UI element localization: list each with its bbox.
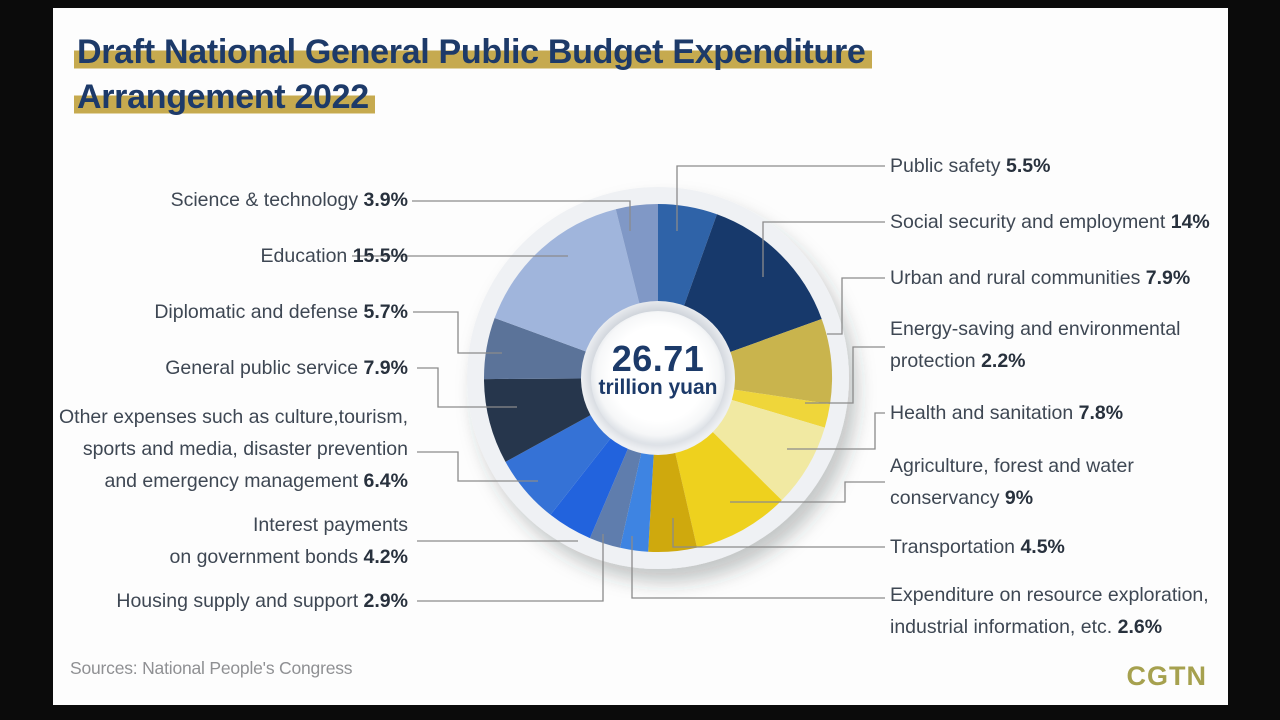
label-public-safety: Public safety 5.5% — [890, 155, 1051, 177]
label-interest-payments: Interest payments on government bonds 4.… — [169, 514, 408, 568]
label-transportation: Transportation 4.5% — [890, 536, 1065, 558]
label-housing: Housing supply and support 2.9% — [116, 590, 408, 612]
cgtn-logo: CGTN — [1126, 661, 1207, 691]
title-line-2: Arrangement 2022 — [74, 78, 375, 116]
title-row-1: Draft National General Public Budget Exp… — [74, 30, 872, 75]
donut-center-label: 26.71 trillion yuan — [568, 340, 748, 400]
donut-hole — [591, 311, 725, 445]
source-note: Sources: National People's Congress — [70, 658, 353, 678]
label-other-expenses: Other expenses such as culture,tourism, … — [59, 406, 408, 492]
label-energy-saving: Energy-saving and environmental protecti… — [890, 318, 1181, 372]
label-general-public-service: General public service 7.9% — [165, 357, 408, 379]
label-social-security: Social security and employment 14% — [890, 211, 1210, 233]
label-education: Education 15.5% — [260, 245, 408, 267]
title-line-1: Draft National General Public Budget Exp… — [74, 33, 872, 71]
label-urban-rural: Urban and rural communities 7.9% — [890, 267, 1191, 289]
label-resource-exploration: Expenditure on resource exploration, ind… — [890, 584, 1209, 638]
donut-chart — [467, 187, 849, 569]
title-row-2: Arrangement 2022 — [74, 75, 872, 120]
total-unit: trillion yuan — [598, 376, 718, 399]
total-value: 26.71 — [611, 338, 705, 379]
label-agriculture: Agriculture, forest and water conservanc… — [890, 455, 1134, 509]
page-title: Draft National General Public Budget Exp… — [74, 30, 872, 120]
label-science-technology: Science & technology 3.9% — [170, 189, 408, 211]
label-diplomatic-defense: Diplomatic and defense 5.7% — [154, 301, 408, 323]
label-health-sanitation: Health and sanitation 7.8% — [890, 402, 1124, 424]
